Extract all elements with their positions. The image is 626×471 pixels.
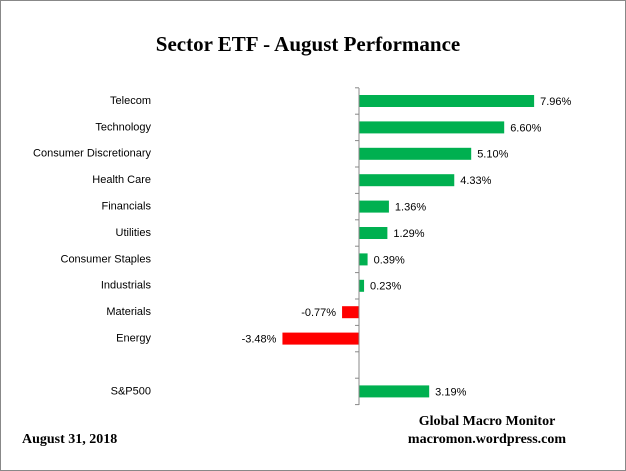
- y-tick-label: Telecom: [110, 95, 151, 107]
- value-label: 5.10%: [477, 149, 508, 161]
- value-label: 3.19%: [435, 386, 466, 398]
- bar: [359, 174, 455, 187]
- bar: [359, 200, 389, 213]
- y-tick-label: Financials: [101, 201, 151, 213]
- value-label: 1.29%: [393, 228, 424, 240]
- bar: [359, 147, 472, 160]
- bar: [359, 279, 365, 292]
- bar: [359, 253, 368, 266]
- y-tick-label: Energy: [116, 333, 151, 345]
- y-tick-label: Health Care: [92, 174, 151, 186]
- value-label: 4.33%: [460, 175, 491, 187]
- value-label: 1.36%: [395, 202, 426, 214]
- source-note: Global Macro Monitor: [419, 414, 556, 429]
- y-tick-label: Consumer Staples: [61, 253, 152, 265]
- bar: [342, 306, 359, 319]
- date-note: August 31, 2018: [22, 432, 117, 447]
- y-tick-label: Technology: [95, 121, 151, 133]
- bar: [359, 227, 388, 239]
- source-note: macromon.wordpress.com: [408, 432, 566, 447]
- chart-title: Sector ETF - August Performance: [156, 32, 460, 56]
- y-tick-label: Utilities: [116, 227, 152, 239]
- value-label: 0.39%: [374, 254, 405, 266]
- bar: [359, 121, 505, 134]
- value-label: -3.48%: [242, 334, 277, 346]
- value-label: 7.96%: [540, 96, 571, 108]
- y-tick-label: S&P500: [111, 385, 151, 397]
- bar: [282, 332, 359, 345]
- bar: [359, 385, 430, 398]
- y-tick-label: Industrials: [101, 280, 152, 292]
- bar: [359, 95, 535, 107]
- value-label: 0.23%: [370, 281, 401, 293]
- y-tick-label: Consumer Discretionary: [33, 148, 151, 160]
- value-label: 6.60%: [510, 122, 541, 134]
- y-tick-label: Materials: [106, 306, 151, 318]
- value-label: -0.77%: [301, 307, 336, 319]
